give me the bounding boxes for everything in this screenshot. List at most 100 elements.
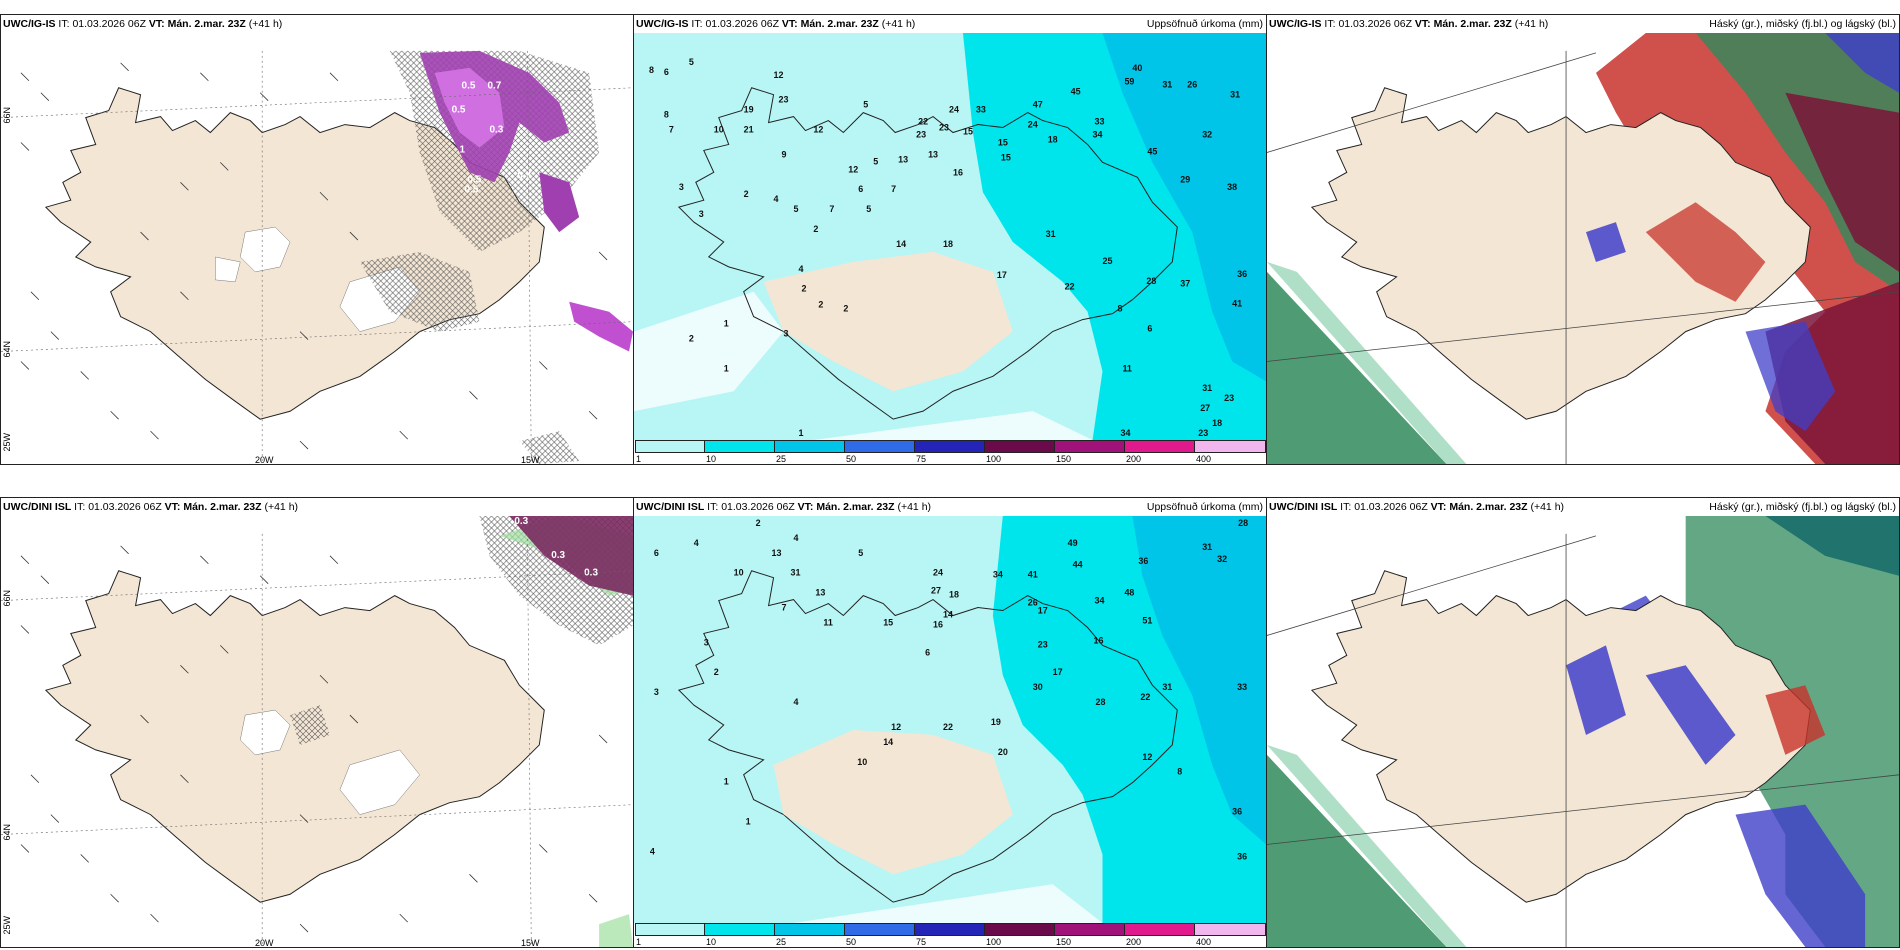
precip-value: 1 xyxy=(724,319,729,329)
cloud-map-svg xyxy=(1267,516,1899,947)
colorbar-swatch xyxy=(774,440,845,453)
precip-value: 8 xyxy=(664,110,669,120)
lead-time: (+41 h) xyxy=(264,501,299,513)
icing-value: 1 xyxy=(460,144,466,155)
lat-label: 64N xyxy=(2,341,12,358)
colorbar-swatch xyxy=(704,923,775,936)
precip-value: 31 xyxy=(791,568,801,578)
precip-value: 7 xyxy=(669,125,674,135)
precip-value: 12 xyxy=(891,722,901,732)
precip-value: 27 xyxy=(1200,403,1210,413)
precip-value: 12 xyxy=(813,125,823,135)
colorbar-tick: 400 xyxy=(1196,454,1212,464)
precip-value: 29 xyxy=(1180,174,1190,184)
colorbar-tick: 25 xyxy=(776,937,787,947)
icing-value: 0.3 xyxy=(584,568,598,579)
precip-value: 59 xyxy=(1124,77,1134,87)
colorbar-tick: 100 xyxy=(986,937,1002,947)
colorbar-tick: 1 xyxy=(636,454,642,464)
colorbar-swatch xyxy=(984,440,1055,453)
lead-time: (+41 h) xyxy=(1530,501,1565,513)
precip-value: 2 xyxy=(813,224,818,234)
precip-value: 18 xyxy=(949,590,959,600)
panel-header: UWC/IG-IS IT: 01.03.2026 06Z VT: Mán. 2.… xyxy=(634,15,1266,33)
precip-value: 19 xyxy=(744,105,754,115)
it-value: 01.03.2026 06Z xyxy=(1338,18,1412,30)
precip-value: 5 xyxy=(858,548,863,558)
precip-value: 22 xyxy=(918,117,928,127)
precip-value: 31 xyxy=(1162,80,1172,90)
precip-value: 15 xyxy=(1001,152,1011,162)
colorbar-swatch xyxy=(844,440,915,453)
precip-value: 2 xyxy=(714,667,719,677)
it-value: 01.03.2026 06Z xyxy=(1354,501,1428,513)
precip-value: 18 xyxy=(943,239,953,249)
precip-panel-bottom: UWC/DINI ISL IT: 01.03.2026 06Z VT: Mán.… xyxy=(633,497,1267,948)
colorbar-tick: 50 xyxy=(846,937,857,947)
precip-value: 14 xyxy=(896,239,906,249)
precip-value: 16 xyxy=(1094,635,1104,645)
precip-value: 11 xyxy=(1122,363,1131,373)
colorbar-tick: 200 xyxy=(1126,937,1142,947)
precip-panel-top: UWC/IG-IS IT: 01.03.2026 06Z VT: Mán. 2.… xyxy=(633,14,1267,465)
precip-value: 47 xyxy=(1033,100,1043,110)
lat-label: 66N xyxy=(2,590,12,607)
precip-value: 22 xyxy=(943,722,953,732)
precip-value: 9 xyxy=(782,149,787,159)
precip-value: 16 xyxy=(953,167,963,177)
precip-value: 8 xyxy=(1177,767,1182,777)
precip-value: 28 xyxy=(1146,276,1156,286)
precip-value: 10 xyxy=(714,125,724,135)
vt-label: VT: Mán. 2.mar. 23Z xyxy=(148,18,246,30)
precip-value: 15 xyxy=(883,617,893,627)
colorbar-swatch xyxy=(914,440,985,453)
cloud-map-svg xyxy=(1267,33,1899,464)
precip-value: 12 xyxy=(774,70,784,80)
precip-value: 45 xyxy=(1147,146,1157,156)
precip-value: 22 xyxy=(1140,692,1150,702)
model-name: UWC/DINI ISL xyxy=(636,501,705,513)
precip-value: 12 xyxy=(848,164,858,174)
cloud-panel-bottom: UWC/DINI ISL IT: 01.03.2026 06Z VT: Mán.… xyxy=(1266,497,1900,948)
vt-label: VT: Mán. 2.mar. 23Z xyxy=(781,18,879,30)
colorbar-tick: 50 xyxy=(846,454,857,464)
precip-value: 8 xyxy=(1117,304,1122,314)
precip-value: 11 xyxy=(823,617,832,627)
model-name: UWC/DINI ISL xyxy=(3,501,72,513)
precip-value: 5 xyxy=(689,57,694,67)
precip-value: 1 xyxy=(724,777,729,787)
icing-value: 0.3 xyxy=(489,125,503,136)
lat-label: 64N xyxy=(2,824,12,841)
precip-value: 2 xyxy=(801,284,806,294)
wind-map: 0.3 0.3 0.3 0.5 xyxy=(1,516,633,947)
icing-value: 0.3 xyxy=(514,516,528,527)
precip-value: 38 xyxy=(1227,182,1237,192)
precip-value: 1 xyxy=(746,816,751,826)
precip-value: 51 xyxy=(1142,615,1152,625)
precip-value: 20 xyxy=(998,747,1008,757)
precip-value: 24 xyxy=(949,105,959,115)
precip-value: 5 xyxy=(873,156,878,166)
it-label: IT: xyxy=(74,501,86,513)
precip-value: 31 xyxy=(1202,383,1212,393)
colorbar-swatch xyxy=(1054,440,1125,453)
precip-value: 4 xyxy=(793,533,798,543)
it-label: IT: xyxy=(691,18,703,30)
precip-value: 2 xyxy=(756,518,761,528)
colorbar-swatch xyxy=(704,440,775,453)
lat-label: 66N xyxy=(2,107,12,124)
lon-label: 25W xyxy=(2,916,12,935)
precip-value: 31 xyxy=(1046,229,1056,239)
precip-value: 26 xyxy=(1028,598,1038,608)
precip-value: 37 xyxy=(1180,279,1190,289)
colorbar-swatch xyxy=(844,923,915,936)
precip-value: 23 xyxy=(1198,428,1208,438)
precip-value: 23 xyxy=(779,95,789,105)
precip-value: 41 xyxy=(1232,299,1242,309)
precip-value: 10 xyxy=(734,568,744,578)
precip-value: 15 xyxy=(963,127,973,137)
it-label: IT: xyxy=(1340,501,1352,513)
colorbar-tick: 400 xyxy=(1196,937,1212,947)
precip-value: 32 xyxy=(1217,554,1227,564)
cloud-panel-top: UWC/IG-IS IT: 01.03.2026 06Z VT: Mán. 2.… xyxy=(1266,14,1900,465)
